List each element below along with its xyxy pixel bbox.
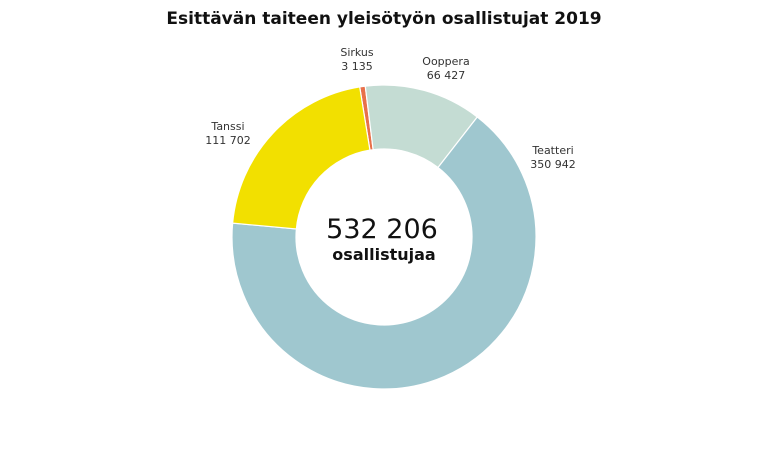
slice-label-name: Sirkus xyxy=(340,46,374,59)
slice-label-value: 3 135 xyxy=(341,60,373,73)
slice-label-name: Ooppera xyxy=(422,55,469,68)
slice-label-value: 66 427 xyxy=(427,69,466,82)
chart-title: Esittävän taiteen yleisötyön osallistuja… xyxy=(166,9,602,29)
slice-label-name: Teatteri xyxy=(531,144,573,157)
slice-label-name: Tanssi xyxy=(210,120,244,133)
center-total: 532 206 xyxy=(326,214,438,245)
slice-label-value: 350 942 xyxy=(530,158,576,171)
slice-label-value: 111 702 xyxy=(205,134,251,147)
center-label: osallistujaa xyxy=(332,245,435,264)
slice-teatteri xyxy=(231,116,537,390)
slice-tanssi xyxy=(231,86,371,230)
